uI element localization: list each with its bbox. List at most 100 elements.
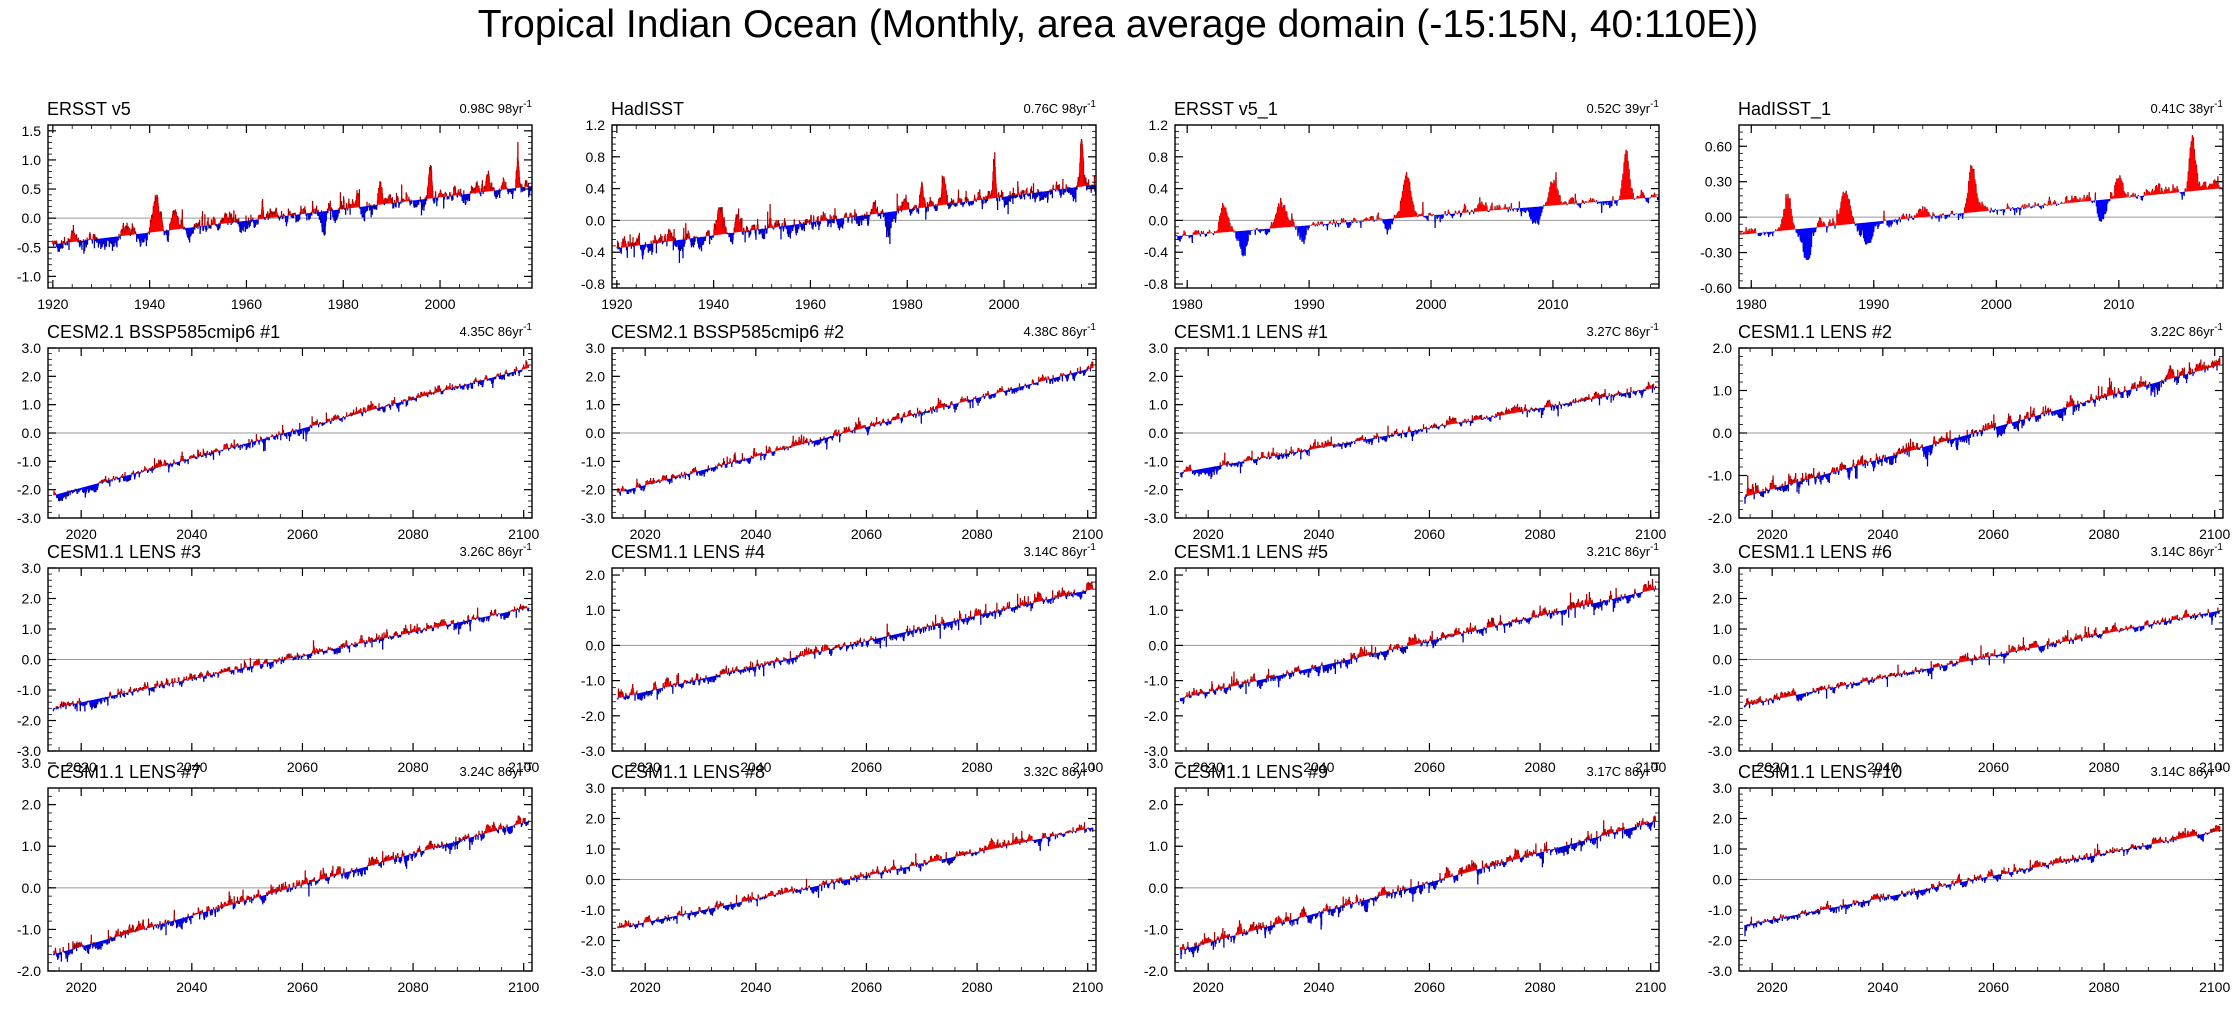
y-tick-label: 3.0: [22, 560, 42, 576]
trend-exponent: -1: [523, 762, 532, 773]
series-line: [617, 581, 1093, 702]
x-tick-label: 2020: [1757, 526, 1788, 542]
y-tick-label: 0.0: [1149, 637, 1169, 653]
y-tick-label: -1.0: [17, 453, 41, 469]
y-tick-label: 1.2: [1149, 117, 1169, 133]
y-tick-label: -1.0: [17, 268, 41, 284]
y-tick-label: 2.0: [586, 567, 606, 583]
trend-exponent: -1: [523, 542, 532, 553]
panel-title: CESM1.1 LENS #6: [1738, 542, 1892, 562]
x-tick-label: 2060: [851, 526, 882, 542]
x-tick-label: 2000: [424, 296, 455, 312]
y-tick-label: 0.00: [1705, 209, 1732, 225]
trend-exponent: -1: [1650, 762, 1659, 773]
x-tick-label: 1980: [1172, 296, 1203, 312]
series-group: [48, 142, 532, 254]
x-tick-label: 2060: [1978, 526, 2009, 542]
x-tick-label: 2080: [2088, 979, 2119, 995]
x-tick-label: 2060: [287, 526, 318, 542]
trend-label: 0.76C 98yr-1: [1024, 99, 1097, 116]
y-tick-label: -3.0: [17, 743, 41, 759]
y-tick-label: 1.0: [22, 152, 42, 168]
trend-exponent: -1: [2214, 322, 2223, 333]
y-tick-label: -2.0: [1708, 713, 1732, 729]
y-tick-label: -1.0: [1708, 902, 1732, 918]
x-tick-label: 1980: [1736, 296, 1767, 312]
panel-title: CESM2.1 BSSP585cmip6 #1: [47, 322, 280, 342]
positive-anomaly-bars: [1745, 607, 2219, 705]
series-line: [1180, 578, 1656, 704]
plot-frame: [611, 567, 1097, 752]
positive-anomaly-bars: [53, 815, 530, 955]
trend-label: 3.26C 86yr-1: [460, 542, 533, 559]
panel-title: CESM1.1 LENS #8: [611, 762, 765, 782]
negative-anomaly-bars: [52, 186, 532, 254]
x-tick-label: 1960: [795, 296, 826, 312]
y-tick-label: -0.8: [581, 276, 605, 292]
positive-anomaly-bars: [616, 822, 1090, 929]
series-line: [1739, 134, 2223, 261]
series-line: [1180, 815, 1656, 959]
series-line: [616, 138, 1096, 263]
y-tick-label: -0.8: [1144, 276, 1168, 292]
y-tick-label: 0.0: [22, 425, 42, 441]
x-tick-label: 2080: [1524, 526, 1555, 542]
trend-label: 3.17C 86yr-1: [1587, 762, 1660, 779]
x-tick-label: 2080: [961, 979, 992, 995]
x-tick-label: 2020: [630, 979, 661, 995]
y-tick-label: -2.0: [17, 713, 41, 729]
trend-value: 3.17C 86yr: [1587, 764, 1651, 779]
x-tick-label: 2040: [176, 526, 207, 542]
y-tick-label: 1.0: [1713, 383, 1733, 399]
trend-exponent: -1: [2214, 762, 2223, 773]
trend-exponent: -1: [1087, 762, 1096, 773]
y-tick-label: 2.0: [1713, 340, 1733, 356]
trend-exponent: -1: [1087, 542, 1096, 553]
series-group: [48, 360, 532, 502]
panel-title: CESM1.1 LENS #10: [1738, 762, 1902, 782]
y-tick-label: 1.0: [1149, 397, 1169, 413]
trend-value: 3.32C 86yr: [1024, 764, 1088, 779]
panel-2: 1.2 0.8 0.4 0.0 -0.4 -0.8 1920 1940 1960 1980 2000…: [581, 99, 1097, 312]
x-tick-label: 2020: [1757, 759, 1788, 775]
y-tick-label: -2.0: [1144, 482, 1168, 498]
y-tick-label: 2.0: [1149, 567, 1169, 583]
trend-exponent: -1: [1087, 99, 1096, 110]
x-tick-label: 1980: [892, 296, 923, 312]
y-tick-label: 2.0: [22, 591, 42, 607]
series-line: [1175, 149, 1659, 257]
y-tick-label: 0.5: [22, 181, 42, 197]
x-tick-label: 2020: [630, 759, 661, 775]
series-group: [612, 138, 1096, 263]
y-tick-label: 3.0: [1713, 560, 1733, 576]
y-tick-label: -3.0: [581, 743, 605, 759]
x-tick-label: 2010: [2103, 296, 2134, 312]
trend-label: 0.98C 98yr-1: [460, 99, 533, 116]
x-tick-label: 2020: [1193, 979, 1224, 995]
x-tick-label: 1980: [328, 296, 359, 312]
series-group: [1739, 824, 2223, 937]
y-tick-label: 0.0: [586, 212, 606, 228]
y-tick-label: 2.0: [22, 797, 42, 813]
plot-frame: [1738, 124, 2224, 289]
y-tick-label: -1.0: [17, 921, 41, 937]
y-tick-label: 2.0: [1149, 797, 1169, 813]
y-tick-label: -0.4: [1144, 244, 1168, 260]
x-tick-label: 2100: [508, 526, 539, 542]
positive-anomaly-bars: [617, 581, 1094, 698]
panel-10: 2.0 1.0 0.0 -1.0 -2.0 -3.0 2020 2040 2060 2080 210…: [581, 542, 1104, 775]
panel-title: HadISST_1: [1738, 99, 1831, 120]
x-tick-label: 2060: [1414, 526, 1445, 542]
trend-value: 0.98C 98yr: [460, 101, 524, 116]
x-tick-label: 2040: [1303, 759, 1334, 775]
plot-frame: [47, 787, 533, 972]
y-tick-label: 0.8: [586, 149, 606, 165]
series-line: [1744, 607, 2220, 709]
x-tick-label: 2060: [1414, 979, 1445, 995]
x-tick-label: 2100: [508, 979, 539, 995]
y-tick-label: -2.0: [1708, 933, 1732, 949]
trend-value: 4.38C 86yr: [1024, 324, 1088, 339]
x-tick-label: 1960: [231, 296, 262, 312]
x-tick-label: 1940: [134, 296, 165, 312]
series-line: [52, 142, 532, 254]
